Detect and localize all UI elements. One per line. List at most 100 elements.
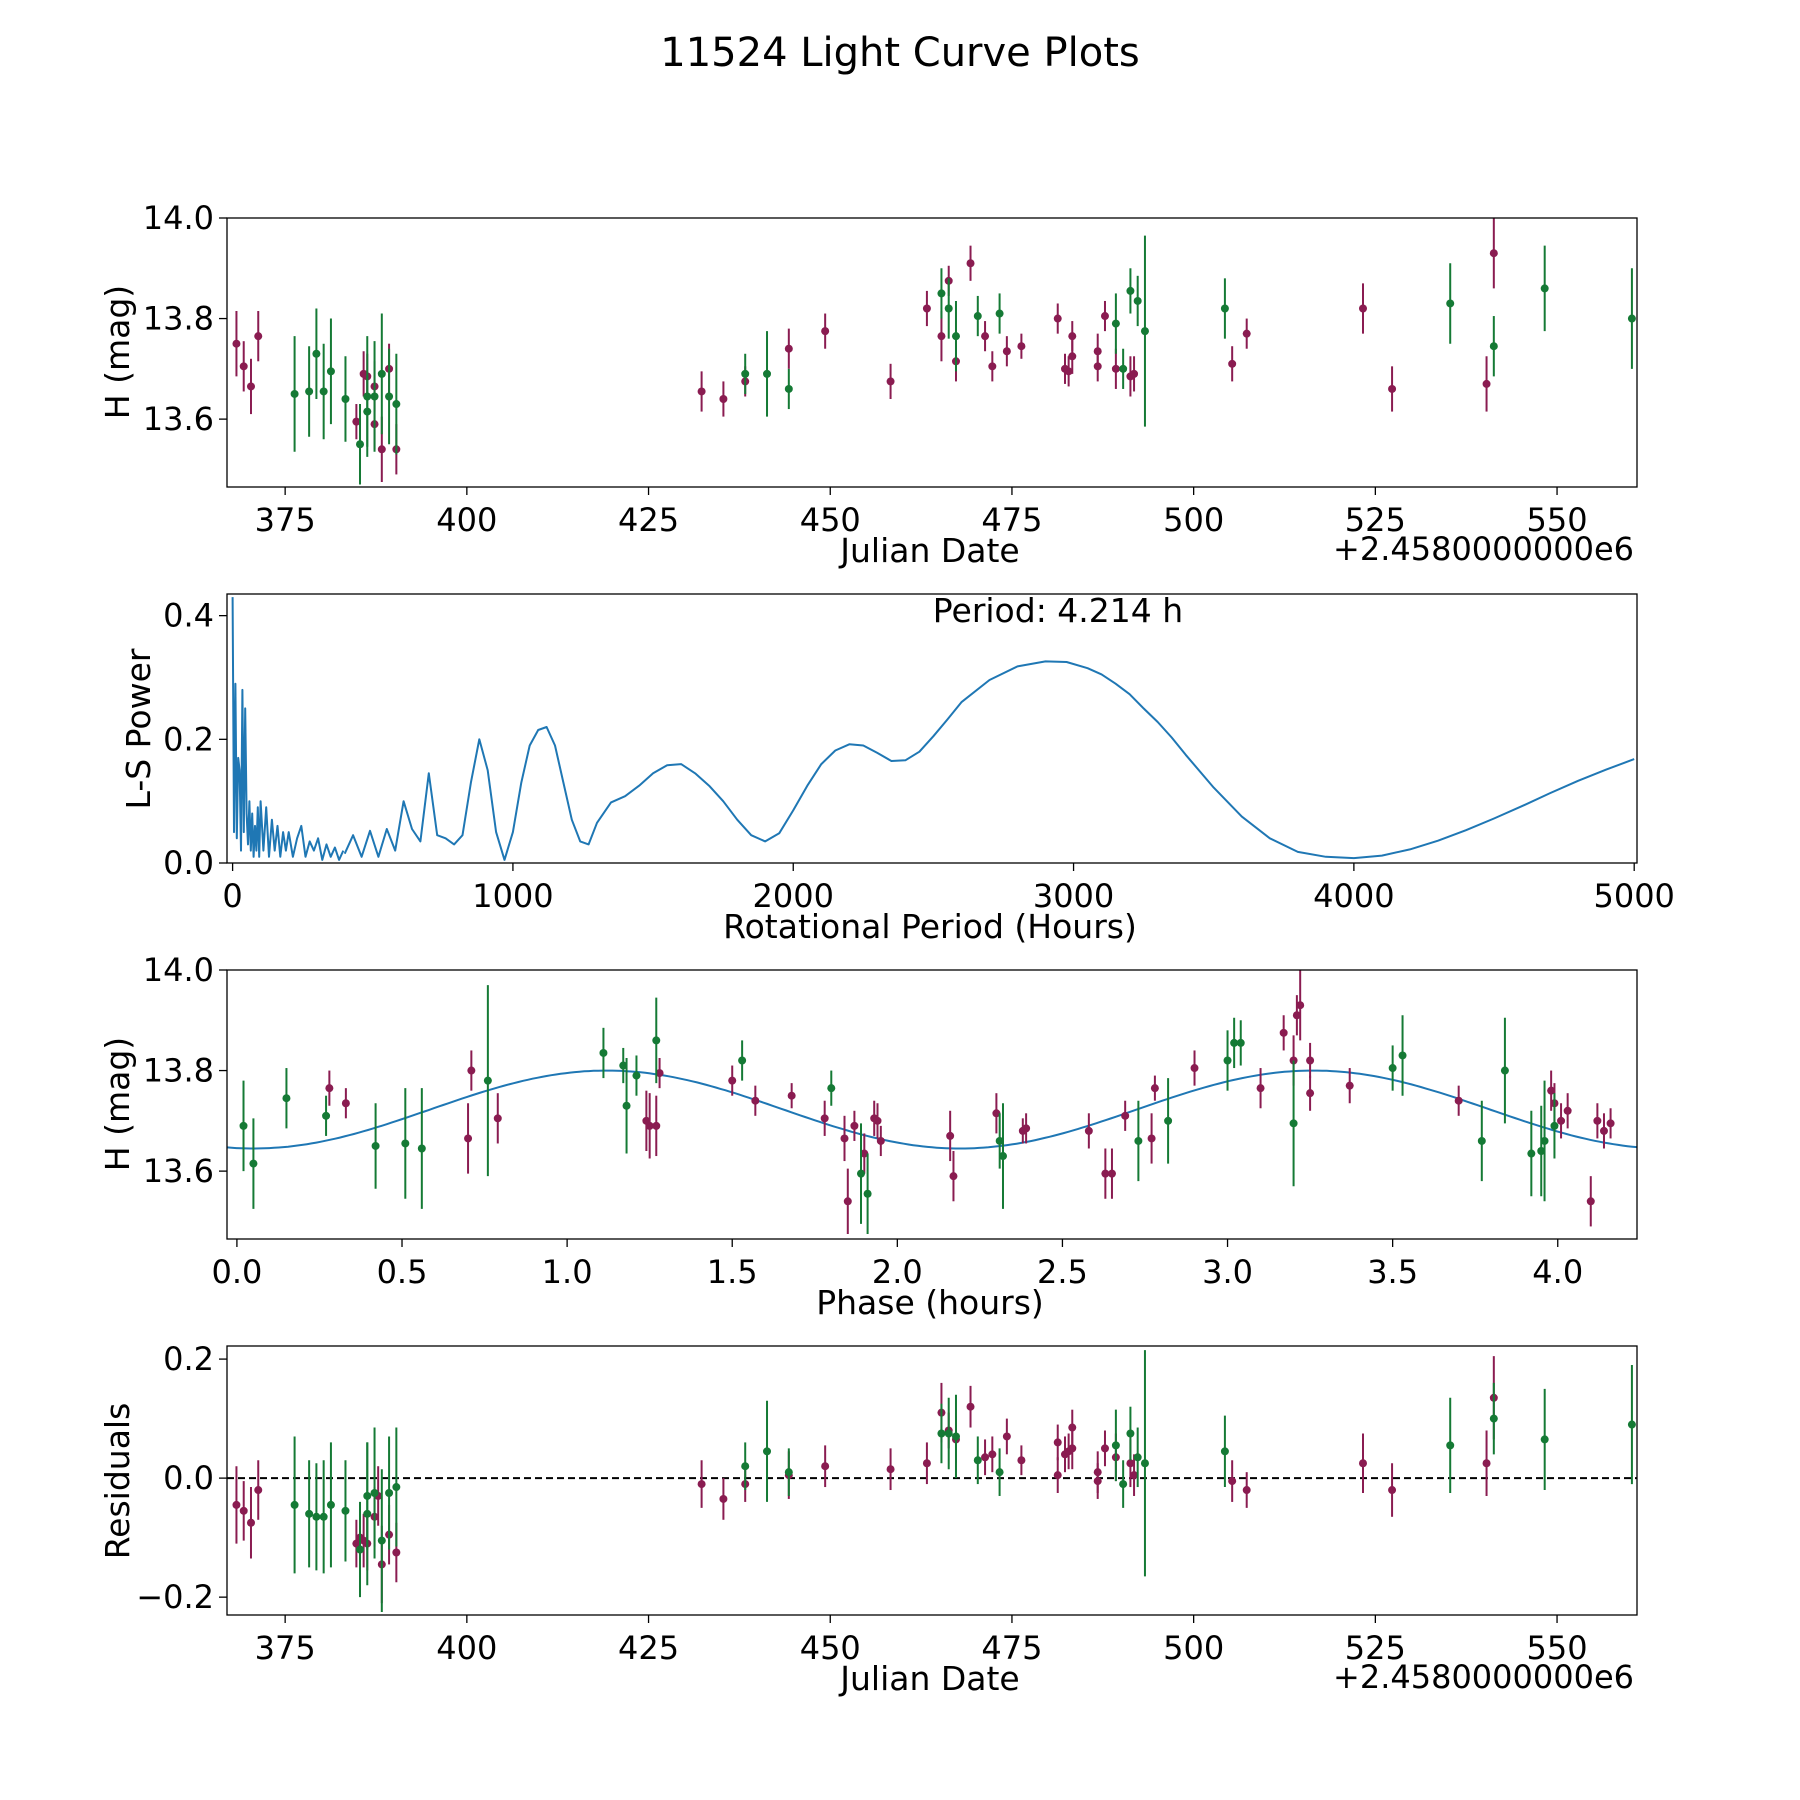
- phased-point-maroon: [493, 1114, 502, 1123]
- residuals-point-green: [312, 1512, 321, 1521]
- residuals-point-green: [385, 1488, 394, 1497]
- lightcurve-point-maroon: [1068, 332, 1077, 341]
- residuals-point-green: [319, 1512, 328, 1521]
- lightcurve-point-maroon: [697, 387, 706, 396]
- periodogram-xtick-label: 0: [222, 877, 242, 915]
- residuals-point-maroon: [697, 1480, 706, 1489]
- residuals-point-green: [784, 1468, 793, 1477]
- periodogram-xtick-label: 3000: [1033, 877, 1114, 915]
- residuals-point-green: [951, 1432, 960, 1441]
- residuals-point-maroon: [1100, 1444, 1109, 1453]
- lightcurve-ylabel: H (mag): [98, 285, 137, 419]
- residuals-yticks: −0.2 0.0 0.2: [136, 1340, 227, 1616]
- lightcurve-point-green: [1111, 319, 1120, 328]
- phased-point-maroon: [1256, 1084, 1265, 1093]
- lightcurve-point-maroon: [1111, 364, 1120, 373]
- model-fit-curve: [227, 1069, 1637, 1150]
- phased-point-maroon: [787, 1091, 796, 1100]
- phased-point-maroon: [1547, 1086, 1556, 1095]
- phased-xlabel: Phase (hours): [816, 1283, 1044, 1322]
- residuals-point-green: [377, 1536, 386, 1545]
- periodogram-ytick-label: 0.0: [163, 844, 214, 882]
- phased-point-green: [1477, 1136, 1486, 1145]
- phased-xticks: 0.0 0.5 1.0 1.5 2.0 2.5 3.0 3.5 4.0: [211, 1239, 1583, 1291]
- phased-point-maroon: [652, 1121, 661, 1130]
- phased-point-green: [1550, 1121, 1559, 1130]
- phased-point-maroon: [1599, 1126, 1608, 1135]
- lightcurve-point-maroon: [922, 304, 931, 313]
- residuals-point-green: [1446, 1441, 1455, 1450]
- lightcurve-point-green: [973, 312, 982, 321]
- phased-point-green: [1164, 1116, 1173, 1125]
- figure-title: 11524 Light Curve Plots: [660, 30, 1139, 76]
- residuals-point-green: [363, 1509, 372, 1518]
- residuals-point-maroon: [1053, 1471, 1062, 1480]
- residuals-point-maroon: [1002, 1432, 1011, 1441]
- lightcurve-point-maroon: [784, 344, 793, 353]
- residuals-point-green: [741, 1462, 750, 1471]
- residuals-point-green: [1489, 1414, 1498, 1423]
- lightcurve-point-maroon: [1358, 304, 1367, 313]
- phased-point-maroon: [1606, 1119, 1615, 1128]
- lightcurve-point-maroon: [1068, 352, 1077, 361]
- lightcurve-point-maroon: [1388, 384, 1397, 393]
- lightcurve-point-maroon: [821, 327, 830, 336]
- phased-point-green: [1289, 1119, 1298, 1128]
- phased-ytick-label: 14.0: [143, 951, 214, 989]
- periodogram-xlabel: Rotational Period (Hours): [723, 907, 1137, 946]
- phased-point-maroon: [1292, 1011, 1301, 1020]
- lightcurve-point-green: [1446, 299, 1455, 308]
- phased-point-green: [1223, 1056, 1232, 1065]
- lightcurve-xtick-label: 500: [1163, 501, 1224, 539]
- lightcurve-point-maroon: [1002, 347, 1011, 356]
- residuals-xtick-label: 425: [618, 1629, 679, 1667]
- lightcurve-point-green: [392, 400, 401, 409]
- residuals-point-green: [1119, 1480, 1128, 1489]
- residuals-point-maroon: [922, 1459, 931, 1468]
- lightcurve-xtick-label: 475: [981, 501, 1042, 539]
- phased-point-maroon: [949, 1172, 958, 1181]
- residuals-point-maroon: [239, 1506, 248, 1515]
- lightcurve-xtick-label: 450: [800, 501, 861, 539]
- periodogram-panel: 0.0 0.2 0.4 0 1000 2000 3000 4000 5000 L-S Powe…: [119, 591, 1675, 946]
- phased-point-green: [998, 1152, 1007, 1161]
- phased-point-green: [622, 1101, 631, 1110]
- residuals-xtick-label: 525: [1345, 1629, 1406, 1667]
- residuals-point-maroon: [981, 1453, 990, 1462]
- phased-point-maroon: [850, 1121, 859, 1130]
- phased-point-maroon: [1150, 1084, 1159, 1093]
- phased-point-green: [857, 1169, 866, 1178]
- periodogram-line: [231, 597, 345, 861]
- lightcurve-point-green: [363, 407, 372, 416]
- residuals-point-maroon: [1053, 1438, 1062, 1447]
- lightcurve-point-maroon: [1064, 367, 1073, 376]
- residuals-marks: [227, 1350, 1637, 1613]
- periodogram-line: [343, 660, 1635, 861]
- periodogram-xtick-label: 1000: [472, 877, 553, 915]
- phased-point-green: [1230, 1038, 1239, 1047]
- phased-point-green: [1388, 1064, 1397, 1073]
- periodogram-ytick-label: 0.4: [163, 597, 214, 635]
- residuals-point-green: [1540, 1435, 1549, 1444]
- lightcurve-point-green: [1220, 304, 1229, 313]
- phased-point-maroon: [1121, 1111, 1130, 1120]
- residuals-ytick-label: 0.2: [163, 1340, 214, 1378]
- lightcurve-point-green: [319, 387, 328, 396]
- phased-point-maroon: [1022, 1124, 1031, 1133]
- residuals-point-maroon: [1388, 1486, 1397, 1495]
- phased-point-green: [1500, 1066, 1509, 1075]
- residuals-point-maroon: [1482, 1459, 1491, 1468]
- phased-point-green: [417, 1144, 426, 1153]
- phased-point-green: [1540, 1136, 1549, 1145]
- lightcurve-ytick-label: 14.0: [143, 199, 214, 237]
- residuals-ytick-label: 0.0: [163, 1459, 214, 1497]
- periodogram-ylabel: L-S Power: [119, 648, 158, 809]
- residuals-point-green: [995, 1468, 1004, 1477]
- residuals-xticks: 375 400 425 450 475 500 525 550: [255, 1615, 1588, 1667]
- phased-point-maroon: [728, 1076, 737, 1085]
- phased-point-maroon: [467, 1066, 476, 1075]
- lightcurve-point-green: [370, 392, 379, 401]
- phased-point-green: [863, 1189, 872, 1198]
- lightcurve-point-green: [937, 289, 946, 298]
- phased-point-maroon: [946, 1131, 955, 1140]
